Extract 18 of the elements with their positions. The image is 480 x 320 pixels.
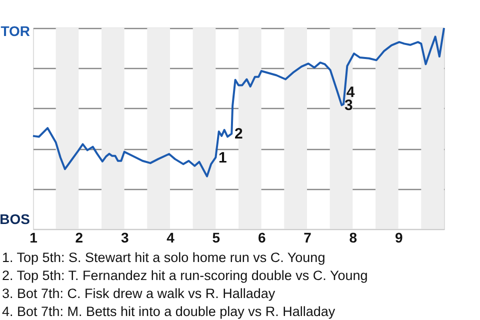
annotation: 2 xyxy=(234,126,243,143)
text: TOR xyxy=(0,23,30,39)
text: 4. Bot 7th: M. Betts hit into a double play vs R. Halladay xyxy=(2,304,336,319)
x-tick-label: 3 xyxy=(120,230,129,246)
x-tick-label: 8 xyxy=(349,230,358,246)
x-tick-label: 2 xyxy=(75,230,84,246)
text: BOS xyxy=(0,211,30,227)
x-tick-label: 7 xyxy=(304,230,312,246)
text: 2. Top 5th: T. Fernandez hit a run-scoring double vs C. Young xyxy=(2,268,368,283)
text: 1. Top 5th: S. Stewart hit a solo home run vs C. Young xyxy=(2,250,326,265)
x-tick-label: 6 xyxy=(258,230,266,246)
x-tick-label: 4 xyxy=(166,230,175,246)
annotation: 3 xyxy=(344,97,353,114)
x-tick-label: 9 xyxy=(394,230,403,246)
x-tick-label: 1 xyxy=(30,230,38,246)
text: 3. Bot 7th: C. Fisk drew a walk vs R. Halladay xyxy=(2,286,276,301)
x-tick-label: 5 xyxy=(212,230,220,246)
annotation: 1 xyxy=(218,149,227,166)
